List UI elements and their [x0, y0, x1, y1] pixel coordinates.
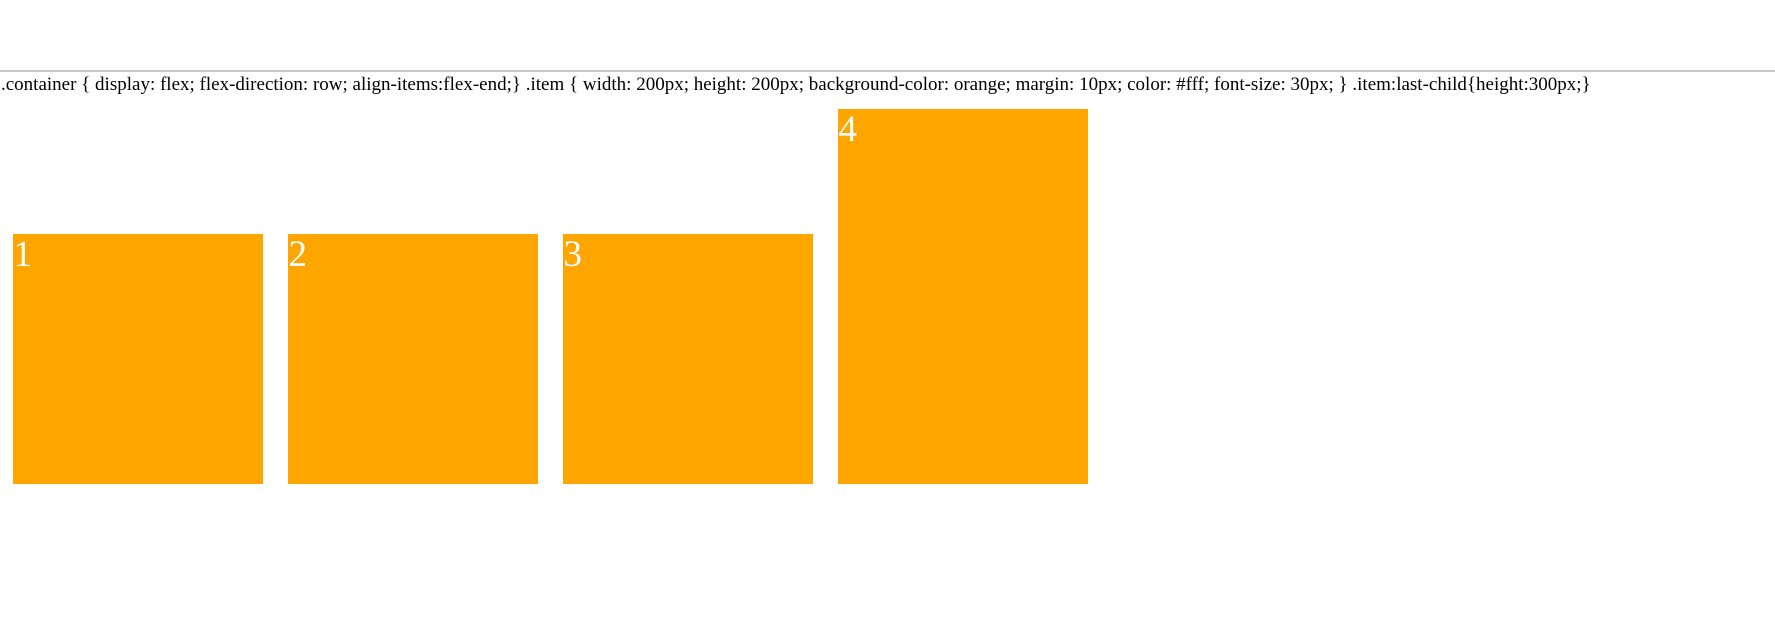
flex-item-label: 2: [288, 234, 308, 275]
flex-item-label: 1: [13, 234, 33, 275]
flex-item-2: 2: [287, 234, 538, 484]
flex-item-label: 3: [563, 234, 583, 275]
css-code-text: .container { display: flex; flex-directi…: [1, 74, 1591, 95]
flex-item-3: 3: [562, 234, 813, 484]
flex-item-1: 1: [12, 234, 263, 484]
flex-item-label: 4: [838, 109, 858, 150]
flex-item-4: 4: [837, 109, 1088, 484]
flex-container: 1 2 3 4: [0, 97, 1100, 484]
horizontal-rule: [0, 70, 1775, 72]
